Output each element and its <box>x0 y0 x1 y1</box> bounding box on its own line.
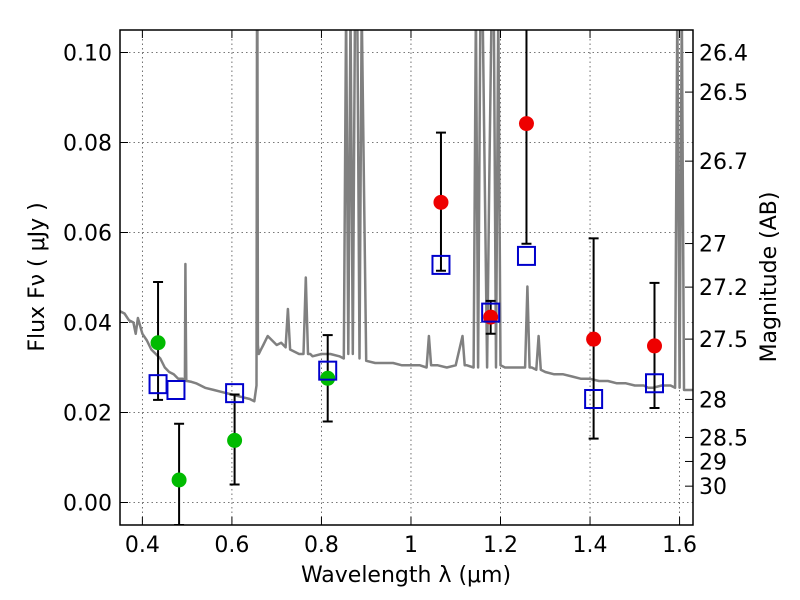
red-data-point <box>518 116 534 132</box>
y-tick-label: 0.00 <box>63 492 112 517</box>
y2-axis-label: Magnitude (AB) <box>757 192 782 363</box>
y-tick-label: 0.10 <box>63 42 112 67</box>
y-tick-label: 0.04 <box>63 312 112 337</box>
magnitude-tick-label: 28 <box>699 388 727 413</box>
red-data-point <box>433 194 449 210</box>
model-spectrum <box>120 30 693 403</box>
x-tick-label: 1.2 <box>483 533 518 558</box>
model-photometry-square <box>516 245 536 266</box>
plot-frame <box>119 29 694 526</box>
x-tick-label: 1.4 <box>573 533 608 558</box>
model-photometry-square <box>166 380 186 400</box>
model-photometry-square <box>584 389 604 409</box>
y-tick-label: 0.02 <box>63 402 112 427</box>
green-data-point <box>171 472 187 488</box>
magnitude-tick-label: 28.5 <box>699 426 748 451</box>
x-tick-label: 1.6 <box>662 533 697 558</box>
model-photometry-square <box>431 254 451 275</box>
y-tick-label: 0.06 <box>63 222 112 247</box>
magnitude-tick-label: 29 <box>699 450 727 475</box>
data-markers <box>148 116 665 488</box>
error-bars <box>153 30 660 525</box>
x-tick-label: 1 <box>404 533 418 558</box>
red-data-point <box>586 331 602 347</box>
grid-lines <box>120 30 693 525</box>
magnitude-tick-label: 27.5 <box>699 328 748 353</box>
x-tick-label: 0.6 <box>214 533 249 558</box>
green-data-point <box>150 335 166 351</box>
model-photometry-square <box>481 302 501 323</box>
axis-ticks: 0.4 0.6 0.8 1 1.2 1.4 1.6 0.00 0.02 0.04 0.06 0.08 0… <box>63 30 748 558</box>
magnitude-tick-label: 26.4 <box>699 42 748 67</box>
y-tick-label: 0.08 <box>63 132 112 157</box>
magnitude-tick-label: 30 <box>699 475 727 500</box>
magnitude-tick-label: 27.2 <box>699 276 748 301</box>
green-data-point <box>227 432 243 448</box>
model-photometry-square <box>645 373 665 394</box>
spectrum-line <box>120 30 693 403</box>
green-data-point <box>320 370 336 386</box>
red-data-point <box>647 338 663 354</box>
magnitude-tick-label: 26.7 <box>699 150 748 175</box>
model-photometry-square <box>318 360 338 381</box>
y-axis-label: Flux Fν ( μJy ) <box>25 202 50 351</box>
model-photometry-square <box>225 383 245 404</box>
magnitude-tick-label: 27 <box>699 233 727 258</box>
magnitude-tick-label: 26.5 <box>699 81 748 106</box>
x-tick-label: 0.8 <box>304 533 339 558</box>
x-tick-label: 0.4 <box>125 533 160 558</box>
x-axis-label: Wavelength λ (μm) <box>301 563 511 588</box>
